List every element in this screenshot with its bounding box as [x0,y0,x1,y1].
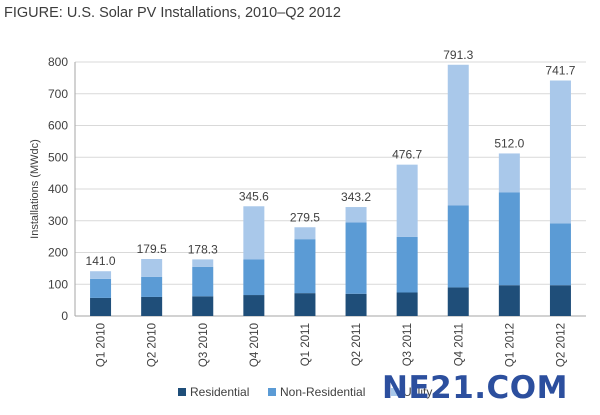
legend-label: Utility [403,385,432,399]
legend-label: Residential [190,385,249,399]
bar-segment-non-residential [243,259,265,296]
bar-segment-residential [498,285,520,316]
bar-segment-residential [243,295,265,316]
bar-segment-residential [345,293,367,316]
bar-segment-non-residential [345,222,367,294]
total-label: 741.7 [545,64,575,78]
bar-segment-non-residential [294,239,316,294]
y-tick-label: 700 [48,87,68,101]
legend-swatch [178,388,186,396]
x-tick-label: Q1 2010 [96,323,108,367]
y-tick-label: 200 [48,246,68,260]
total-label: 279.5 [290,210,320,224]
bar-segment-residential [447,287,469,316]
x-tick-label: Q3 2011 [402,323,414,366]
bar-segment-utility [90,271,112,279]
bar-segment-utility [447,64,469,206]
bar-segment-residential [141,296,163,316]
total-label: 791.3 [443,48,473,62]
bar-segment-residential [90,297,112,316]
y-axis-label: Installations (MWdc) [29,139,41,239]
total-label: 345.6 [239,189,269,203]
total-label: 179.5 [137,242,167,256]
bar-segment-utility [498,153,520,193]
bar-segment-non-residential [396,236,418,293]
bar-segment-residential [294,293,316,316]
x-tick-label: Q2 2012 [555,323,567,367]
bar-segment-non-residential [90,278,112,298]
y-tick-label: 0 [61,309,68,323]
y-tick-label: 100 [48,277,68,291]
x-tick-label: Q4 2011 [453,323,465,366]
bar-segment-residential [192,296,214,316]
bar-segment-non-residential [141,276,163,297]
bar-segment-non-residential [498,192,520,286]
y-tick-label: 800 [48,55,68,69]
bar-segment-utility [294,227,316,240]
y-tick-label: 500 [48,150,68,164]
x-tick-label: Q4 2010 [249,323,261,367]
bar-segment-utility [243,206,265,260]
total-label: 343.2 [341,190,371,204]
bar-segment-residential [549,285,571,316]
total-label: 476.7 [392,148,422,162]
bar-segment-non-residential [447,205,469,288]
y-tick-label: 400 [48,182,68,196]
bar-segment-utility [345,207,367,223]
bar-segment-utility [396,164,418,237]
x-tick-label: Q1 2011 [300,323,312,366]
y-tick-label: 600 [48,119,68,133]
total-label: 512.0 [494,136,524,150]
bar-segment-utility [549,80,571,224]
watermark-logo: NE21.COM [382,370,568,406]
bar-segment-utility [192,259,214,267]
bar-segment-utility [141,259,163,277]
total-label: 178.3 [188,242,218,256]
y-tick-label: 300 [48,214,68,228]
total-label: 141.0 [86,254,116,268]
x-tick-label: Q1 2012 [504,323,516,367]
x-tick-label: Q3 2010 [198,323,210,367]
bar-segment-non-residential [549,223,571,286]
legend-swatch [391,388,399,396]
x-tick-label: Q2 2011 [351,323,363,366]
bar-segment-residential [396,292,418,316]
chart-title: FIGURE: U.S. Solar PV Installations, 201… [4,5,341,21]
legend-label: Non-Residential [280,385,365,399]
bar-segment-non-residential [192,266,214,297]
x-tick-label: Q2 2010 [147,323,159,367]
legend-swatch [268,388,276,396]
